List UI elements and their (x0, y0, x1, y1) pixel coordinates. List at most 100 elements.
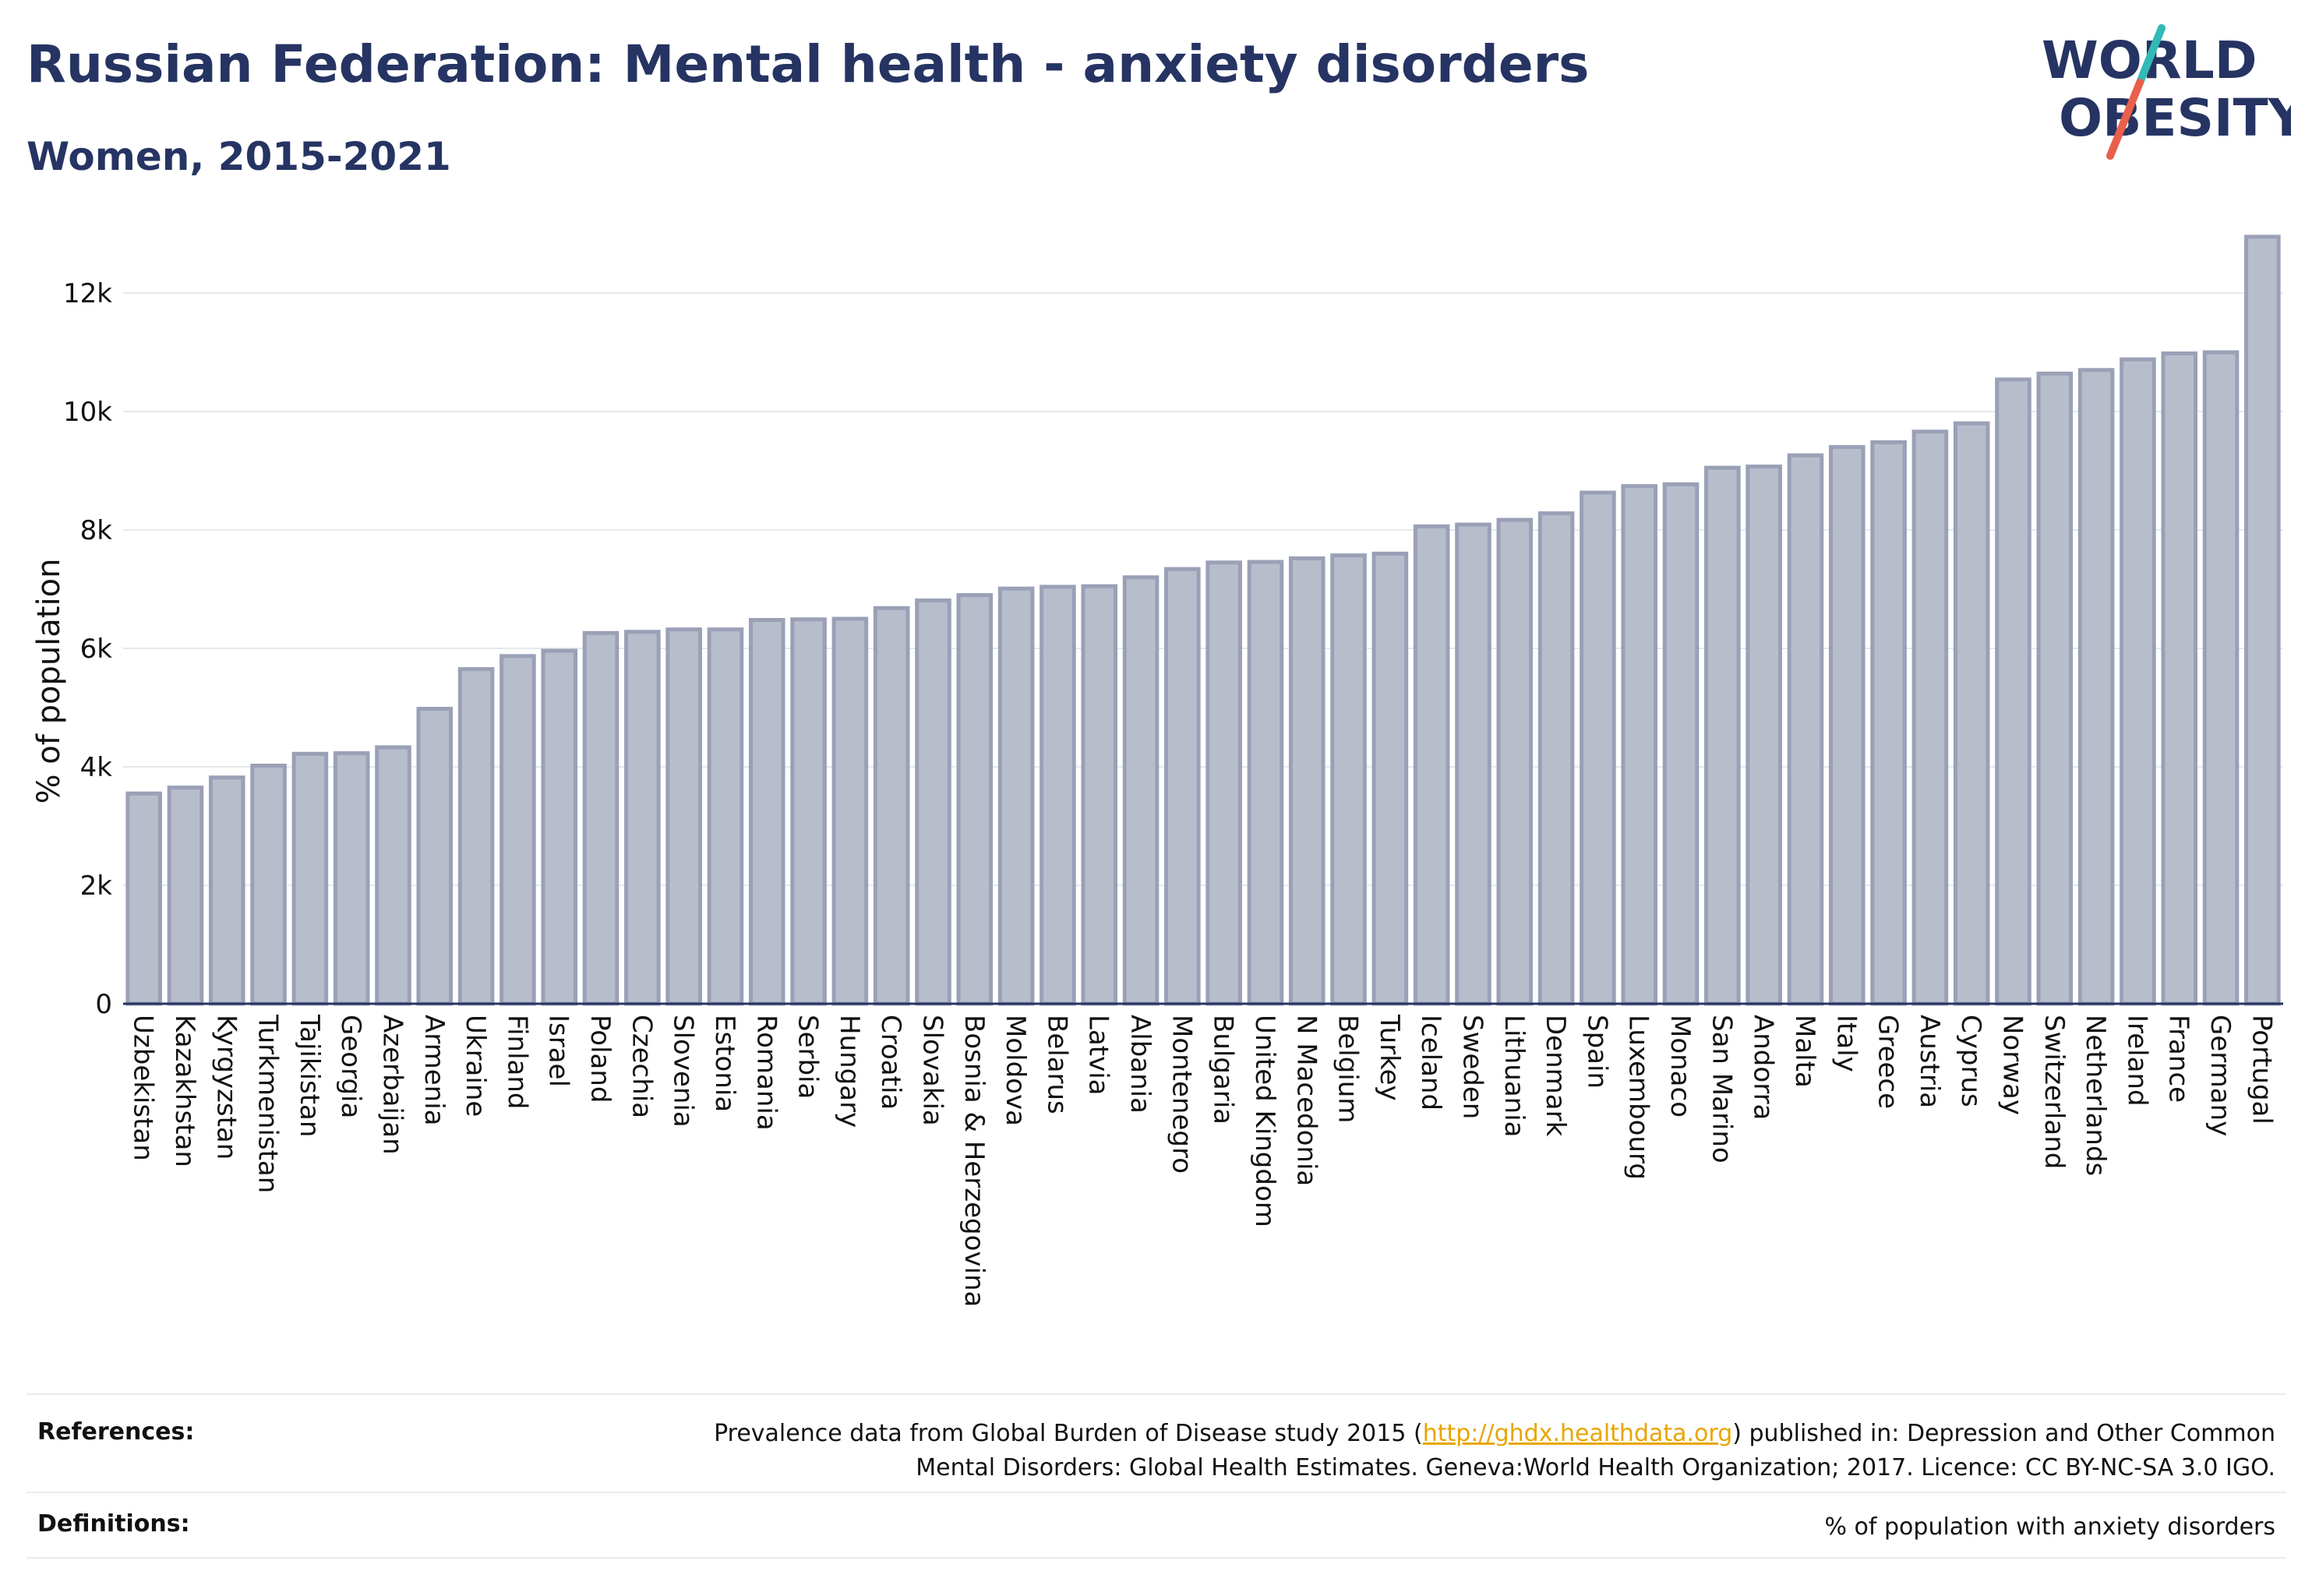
bar[interactable] (2077, 368, 2115, 1006)
bar[interactable] (333, 751, 370, 1006)
bar[interactable] (1537, 511, 1575, 1006)
bar[interactable] (790, 617, 827, 1006)
bar[interactable] (915, 598, 951, 1006)
bar[interactable] (2244, 235, 2281, 1006)
bar[interactable] (1247, 560, 1284, 1006)
bar[interactable] (1662, 482, 1700, 1006)
bar[interactable] (541, 648, 578, 1006)
bar[interactable] (873, 606, 910, 1006)
bar[interactable] (499, 654, 536, 1006)
x-tick-label: Kyrgyzstan (210, 1015, 242, 1160)
x-tick-label: Armenia (418, 1015, 450, 1126)
bar[interactable] (2202, 350, 2240, 1006)
x-tick-label: Belarus (1041, 1015, 1072, 1114)
bar[interactable] (1371, 551, 1409, 1006)
definitions-label: Definitions: (37, 1510, 190, 1538)
y-tick-label: 2k (80, 870, 113, 902)
bar[interactable] (1164, 567, 1201, 1006)
x-tick-label: Latvia (1083, 1015, 1114, 1096)
x-tick-label: Montenegro (1166, 1015, 1197, 1174)
bar[interactable] (1828, 445, 1866, 1006)
x-tick-label: Lithuania (1498, 1015, 1530, 1137)
bar[interactable] (125, 791, 162, 1006)
bar[interactable] (665, 627, 702, 1006)
bar[interactable] (1911, 429, 1949, 1006)
bar-chart: 0 2k 4k 6k 8k 10k 12k Uzbekistan Kazakhstan Kyrg… (31, 235, 2283, 1307)
y-tick-label: 10k (63, 397, 112, 428)
x-tick-label: Spain (1581, 1015, 1612, 1089)
x-tick-label: Norway (1997, 1015, 2028, 1115)
footer: References: Prevalence data from Global … (26, 1393, 2286, 1559)
y-axis-label: % of population (31, 559, 67, 804)
bar[interactable] (1580, 490, 1616, 1006)
bar[interactable] (1330, 553, 1367, 1006)
logo-word-obesity: OBESITY (2059, 88, 2291, 148)
bar[interactable] (1040, 584, 1076, 1006)
bar[interactable] (375, 745, 411, 1006)
bar[interactable] (1746, 464, 1782, 1006)
x-tick-label: Sweden (1457, 1015, 1488, 1119)
chart-title: Russian Federation: Mental health - anxi… (26, 34, 1590, 94)
x-tick-label: Croatia (875, 1015, 906, 1110)
bar[interactable] (167, 786, 204, 1006)
x-tick-label: Germany (2204, 1015, 2236, 1136)
x-tick-label: Slovakia (917, 1015, 948, 1126)
bar[interactable] (1704, 465, 1741, 1006)
x-tick-label: Hungary (834, 1015, 865, 1128)
x-tick-label: Luxembourg (1623, 1015, 1654, 1180)
x-tick-label: Poland (584, 1015, 616, 1103)
x-tick-label: Uzbekistan (128, 1015, 159, 1161)
bar[interactable] (1122, 575, 1160, 1006)
chart-subtitle: Women, 2015-2021 (26, 134, 451, 179)
x-tick-label: Tajikistan (294, 1014, 325, 1137)
bar[interactable] (1870, 440, 1907, 1006)
bar[interactable] (831, 616, 869, 1006)
bar[interactable] (1205, 560, 1242, 1006)
x-tick-label: Andorra (1748, 1015, 1779, 1120)
x-tick-label: Czechia (626, 1015, 657, 1118)
bar[interactable] (208, 775, 245, 1006)
references-label: References: (37, 1418, 195, 1446)
x-tick-label: Finland (501, 1015, 532, 1110)
y-tick-label: 12k (63, 278, 112, 309)
references-text: Prevalence data from Global Burden of Di… (714, 1417, 2275, 1485)
world-obesity-logo: WORLD OBESITY (2042, 24, 2291, 160)
bar[interactable] (1621, 484, 1658, 1006)
x-tick-label: Moldova (1000, 1015, 1031, 1126)
bar[interactable] (250, 763, 287, 1006)
bar[interactable] (1787, 453, 1824, 1006)
bar[interactable] (2161, 351, 2198, 1006)
x-tick-label: N Macedonia (1290, 1015, 1322, 1186)
bar[interactable] (2036, 371, 2074, 1006)
x-tick-label: Ukraine (460, 1015, 491, 1117)
references-link[interactable]: http://ghdx.healthdata.org (1422, 1420, 1733, 1447)
bar[interactable] (1953, 421, 1990, 1006)
definitions-text: % of population with anxiety disorders (1824, 1513, 2275, 1541)
y-tick-label: 8k (80, 515, 113, 546)
bar[interactable] (582, 630, 619, 1006)
x-tick-label: Romania (750, 1015, 782, 1131)
bar[interactable] (1081, 584, 1118, 1006)
x-tick-label: Cyprus (1955, 1015, 1986, 1107)
bar[interactable] (1288, 556, 1325, 1006)
x-tick-label: Ireland (2121, 1015, 2152, 1107)
references-text-before: Prevalence data from Global Burden of Di… (714, 1420, 1423, 1447)
bar[interactable] (1995, 377, 2031, 1006)
bar[interactable] (1413, 524, 1450, 1006)
bar[interactable] (997, 586, 1035, 1006)
bar[interactable] (1455, 522, 1491, 1006)
bar[interactable] (1496, 517, 1534, 1006)
x-tick-label: Malta (1789, 1015, 1820, 1088)
bar[interactable] (956, 593, 994, 1006)
bar[interactable] (624, 630, 661, 1006)
x-tick-label: Bosnia & Herzegovina (958, 1015, 990, 1307)
bar[interactable] (2120, 357, 2156, 1006)
bar[interactable] (457, 667, 495, 1006)
x-tick-label: Italy (1830, 1015, 1862, 1072)
x-tick-label: Azerbaijan (377, 1015, 408, 1155)
x-tick-label: Monaco (1664, 1015, 1696, 1118)
bar[interactable] (707, 627, 744, 1006)
bar[interactable] (416, 707, 454, 1006)
bar[interactable] (291, 751, 329, 1006)
bar[interactable] (748, 618, 785, 1006)
